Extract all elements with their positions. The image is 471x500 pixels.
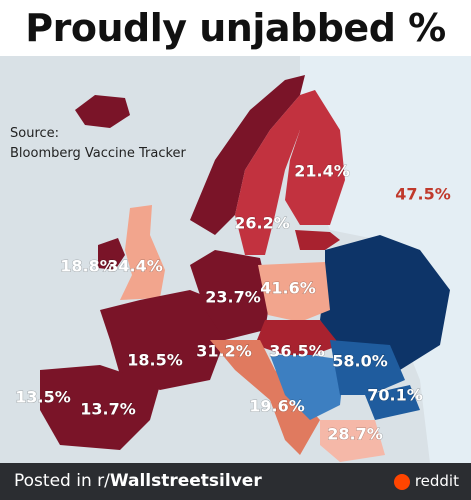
country-label: 18.5% (127, 351, 183, 370)
ukraine-belarus (320, 235, 450, 370)
central (255, 320, 340, 360)
community[interactable]: Wallstreetsilver (109, 471, 262, 491)
footer: Posted in r/Wallstreetsilver reddit (0, 463, 471, 500)
title: Proudly unjabbed % (0, 0, 471, 56)
country-label: 19.6% (249, 397, 305, 416)
country-label: 34.4% (107, 257, 163, 276)
iceland (75, 95, 130, 128)
country-label: 70.1% (367, 386, 423, 405)
map: Source: Bloomberg Vaccine Tracker 21.4% 4… (0, 56, 471, 463)
source-text: Bloomberg Vaccine Tracker (10, 146, 187, 161)
bulgaria (365, 385, 420, 420)
country-label: 28.7% (327, 425, 383, 444)
poland (258, 262, 330, 322)
posted-text: Posted in r/ (14, 471, 110, 491)
greece (320, 420, 385, 462)
uk (120, 205, 165, 300)
brand-text: reddit (414, 472, 459, 490)
sweden (235, 95, 300, 255)
country-label: 13.7% (80, 400, 136, 419)
ireland (98, 238, 125, 270)
source-text: Source: (10, 126, 59, 141)
posted-in: Posted in r/Wallstreetsilver (14, 463, 262, 500)
country-label: 26.2% (234, 214, 290, 233)
baltics (295, 230, 340, 250)
country-label: 18.8% (60, 257, 116, 276)
country-label: 47.5% (395, 185, 451, 204)
balkans-west (270, 355, 345, 420)
germany (190, 250, 270, 340)
finland (285, 90, 345, 225)
country-label: 13.5% (15, 388, 71, 407)
labels: 21.4% 47.5% 26.2% 18.8%34.4% 23.7% 41.6% 58.0%… (15, 161, 451, 444)
country-label: 41.6% (260, 279, 316, 298)
country-label: 58.0% (332, 352, 388, 371)
country-label: 21.4% (294, 162, 350, 181)
country-label: 31.2% (196, 342, 252, 361)
country-label: 23.7% (205, 288, 261, 307)
france (100, 290, 225, 390)
romania (330, 340, 405, 395)
italy (210, 340, 320, 455)
country-label: 36.5% (269, 342, 325, 361)
iberia (40, 365, 160, 450)
brand: reddit (393, 463, 459, 500)
norway (190, 75, 305, 235)
logo (393, 473, 410, 490)
